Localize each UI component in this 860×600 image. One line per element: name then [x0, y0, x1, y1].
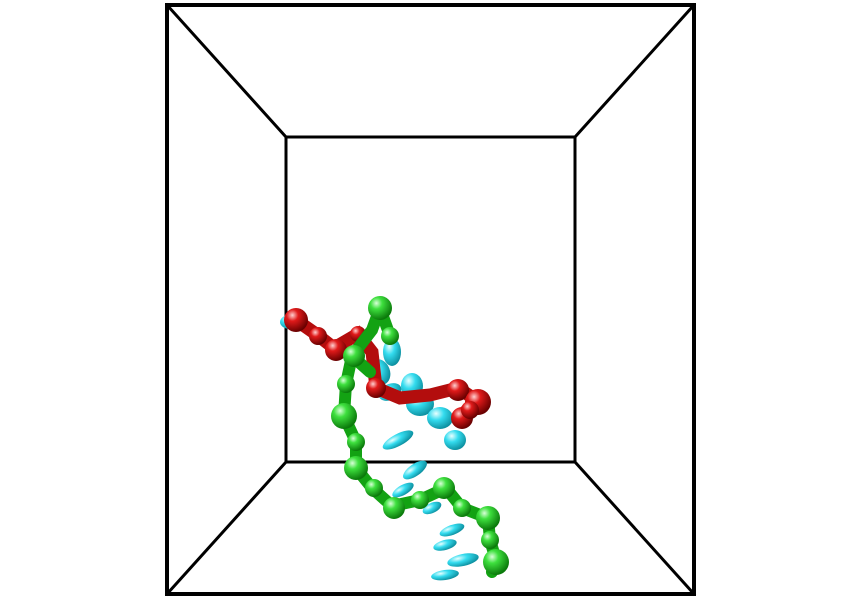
green-nucleotide [481, 531, 499, 549]
green-nucleotide [344, 456, 368, 480]
green-nucleotide [433, 477, 455, 499]
base-ellipsoid [382, 430, 414, 450]
red-nucleotide [461, 401, 479, 419]
green-nucleotide [337, 375, 355, 393]
red-nucleotide [366, 378, 386, 398]
green-nucleotide [331, 403, 357, 429]
red-nucleotide [447, 379, 469, 401]
base-ellipsoid [439, 523, 465, 537]
red-strand [284, 308, 491, 429]
box-edge-top-left [164, 2, 289, 140]
box-inner-face [284, 135, 577, 464]
green-nucleotide [368, 296, 392, 320]
box-edge-bottom-right [572, 459, 697, 597]
box-outer-face [165, 3, 696, 596]
green-strand [331, 296, 509, 578]
base-ellipsoid [403, 460, 427, 480]
green-nucleotide [476, 506, 500, 530]
base-ellipsoid [431, 569, 459, 581]
box-edge-top-right [572, 2, 697, 140]
base-ellipsoid [444, 430, 466, 450]
green-nucleotide [453, 499, 471, 517]
green-nucleotide [383, 497, 405, 519]
base-ellipsoid [392, 482, 414, 498]
base-ellipsoid [427, 407, 453, 429]
green-nucleotide [483, 549, 509, 575]
base-ellipsoid [447, 553, 479, 567]
red-nucleotide [309, 327, 327, 345]
bases [280, 315, 479, 581]
red-nucleotide [325, 339, 347, 361]
green-nucleotide [347, 433, 365, 451]
box-edge-bottom-left [164, 459, 289, 597]
green-nucleotide [343, 345, 365, 367]
green-nucleotide [381, 327, 399, 345]
simulation-box [164, 2, 697, 597]
base-ellipsoid [383, 338, 401, 366]
green-nucleotide [365, 479, 383, 497]
base-ellipsoid [433, 539, 457, 551]
green-nucleotide [411, 491, 429, 509]
red-nucleotide [284, 308, 308, 332]
